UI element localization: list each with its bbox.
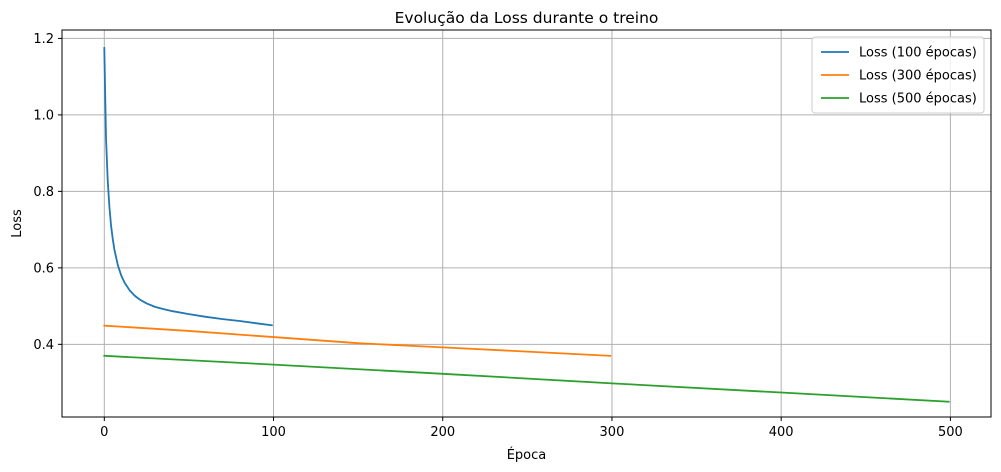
x-tick-label: 300 xyxy=(600,425,625,440)
legend-label-2: Loss (300 épocas) xyxy=(859,69,977,84)
x-tick-label: 400 xyxy=(769,425,794,440)
series-lines xyxy=(103,47,950,403)
y-tick-label: 0.6 xyxy=(33,261,54,276)
legend-box xyxy=(811,36,985,114)
y-axis-label: Loss xyxy=(10,209,25,238)
series-line-1 xyxy=(103,47,273,327)
series-line-2 xyxy=(103,324,612,357)
x-tick-label: 200 xyxy=(430,425,455,440)
x-tick-label: 500 xyxy=(938,425,963,440)
x-axis-label: Época xyxy=(507,447,547,463)
series-line-3 xyxy=(103,354,950,403)
x-tick-label: 100 xyxy=(261,425,286,440)
x-tick-label: 0 xyxy=(100,425,108,440)
y-tick-label: 1.0 xyxy=(33,108,54,123)
y-tick-label: 1.2 xyxy=(33,32,54,47)
plot-frame xyxy=(61,29,992,418)
y-tick-label: 0.4 xyxy=(33,338,54,353)
y-tick-label: 0.8 xyxy=(33,185,54,200)
legend: Loss (100 épocas) Loss (300 épocas) Loss (… xyxy=(811,36,985,114)
axis-ticks: 0 100 200 300 400 500 0.4 0.6 0.8 1.0 1.2 xyxy=(33,32,962,440)
legend-label-1: Loss (100 épocas) xyxy=(859,46,977,61)
chart-title: Evolução da Loss durante o treino xyxy=(395,9,659,27)
legend-label-3: Loss (500 épocas) xyxy=(859,92,977,107)
